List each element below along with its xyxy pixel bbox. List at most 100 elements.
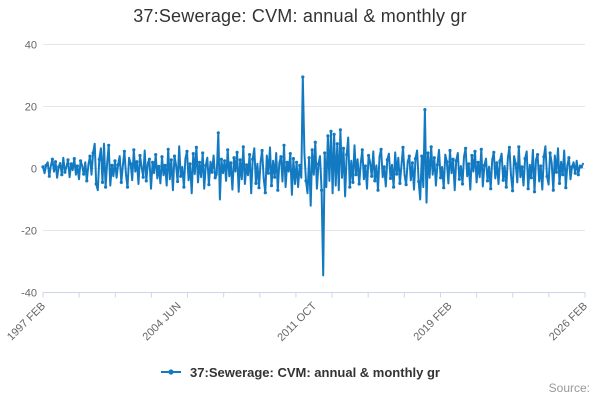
series-point-marker bbox=[100, 180, 105, 184]
series-point-marker bbox=[191, 152, 195, 156]
series-point-marker bbox=[307, 156, 311, 160]
x-axis-label: 2019 FEB bbox=[412, 300, 455, 343]
series-point-marker bbox=[226, 148, 230, 152]
series-point-marker bbox=[94, 182, 98, 186]
series-point-marker bbox=[573, 171, 577, 175]
series-point-marker bbox=[382, 165, 386, 169]
series-point-marker bbox=[169, 158, 173, 162]
series-point-marker bbox=[241, 145, 245, 149]
legend-item[interactable]: 37:Sewerage: CVM: annual & monthly gr bbox=[0, 362, 600, 382]
series-point-marker bbox=[548, 151, 552, 155]
series-point-marker bbox=[501, 178, 505, 182]
series-point-marker bbox=[363, 164, 367, 168]
series-point-marker bbox=[47, 174, 51, 178]
series-point-marker bbox=[295, 160, 299, 164]
chart-title: 37:Sewerage: CVM: annual & monthly gr bbox=[133, 6, 467, 26]
series-point-marker bbox=[510, 189, 515, 193]
series-point-marker bbox=[557, 181, 562, 185]
y-axis-label: 20 bbox=[25, 102, 37, 114]
series-point-marker bbox=[223, 159, 227, 163]
legend-marker-icon bbox=[161, 369, 182, 375]
series-point-marker bbox=[442, 186, 446, 190]
series-point-marker bbox=[257, 186, 261, 190]
series-point-marker bbox=[144, 179, 148, 183]
series-point-marker bbox=[141, 175, 145, 179]
series-point-marker bbox=[166, 147, 170, 151]
series-point-marker bbox=[360, 148, 364, 152]
series-point-marker bbox=[160, 155, 164, 159]
series-point-marker bbox=[567, 156, 571, 160]
series-point-marker bbox=[151, 160, 155, 164]
series-point-marker bbox=[470, 153, 474, 158]
series-point-marker bbox=[392, 185, 396, 189]
series-point-marker bbox=[467, 162, 471, 166]
series-point-marker bbox=[570, 165, 574, 169]
series-point-marker bbox=[301, 75, 305, 79]
series-point-marker bbox=[345, 153, 349, 157]
series-point-marker bbox=[473, 149, 477, 153]
series-point-marker bbox=[564, 186, 568, 190]
series-point-marker bbox=[495, 161, 499, 165]
series-point-marker bbox=[313, 140, 317, 144]
source-credit: Source: bbox=[548, 381, 590, 395]
series-point-marker bbox=[107, 143, 111, 147]
series-point-marker bbox=[310, 148, 314, 152]
series-point-marker bbox=[194, 145, 198, 149]
series-point-marker bbox=[523, 157, 527, 161]
series-point-marker bbox=[72, 157, 76, 161]
series-point-marker bbox=[398, 181, 402, 185]
series-point-marker bbox=[41, 165, 45, 169]
x-axis-label: 2026 FEB bbox=[547, 300, 590, 343]
series-point-marker bbox=[57, 165, 61, 169]
series-point-marker bbox=[529, 176, 533, 180]
series-point-marker bbox=[75, 164, 79, 168]
series-point-marker bbox=[370, 174, 374, 178]
series-point-marker bbox=[420, 154, 424, 158]
series-point-marker bbox=[464, 146, 468, 150]
series-point-marker bbox=[335, 142, 339, 146]
series-point-marker bbox=[235, 150, 239, 154]
series-point-marker bbox=[276, 188, 280, 192]
series-point-marker bbox=[232, 156, 236, 160]
series-point-marker bbox=[417, 179, 421, 184]
series-point-marker bbox=[85, 179, 89, 183]
series-point-marker bbox=[279, 155, 283, 159]
series-point-marker bbox=[354, 173, 358, 177]
series-point-marker bbox=[536, 153, 540, 157]
series-point-marker bbox=[329, 129, 333, 133]
series-point-marker bbox=[254, 181, 258, 185]
series-point-marker bbox=[163, 163, 167, 167]
series-point-marker bbox=[304, 179, 308, 183]
series-point-marker bbox=[479, 147, 483, 151]
series-point-marker bbox=[266, 171, 270, 175]
series-point-marker bbox=[404, 183, 408, 187]
series-point-marker bbox=[376, 188, 380, 192]
series-point-marker bbox=[157, 164, 161, 168]
series-point-marker bbox=[201, 151, 205, 155]
series-point-marker bbox=[60, 173, 64, 177]
series-point-marker bbox=[53, 160, 58, 164]
series-point-marker bbox=[132, 148, 136, 152]
series-point-marker bbox=[401, 145, 405, 149]
series-point-marker bbox=[116, 163, 120, 167]
series-point-marker bbox=[385, 158, 389, 162]
series-point-marker bbox=[138, 153, 142, 158]
series-point-marker bbox=[104, 185, 108, 189]
series-point-marker bbox=[526, 187, 530, 191]
series-point-marker bbox=[320, 188, 324, 192]
series-line[interactable] bbox=[42, 76, 584, 277]
series-point-marker bbox=[489, 187, 493, 191]
series-point-marker bbox=[154, 153, 158, 157]
series-point-marker bbox=[423, 108, 427, 112]
series-point-marker bbox=[579, 165, 584, 169]
series-point-marker bbox=[125, 185, 130, 189]
series-point-marker bbox=[282, 143, 286, 147]
series-point-marker bbox=[179, 174, 183, 178]
series-point-marker bbox=[551, 188, 555, 192]
series-point-marker bbox=[532, 190, 537, 194]
series-point-marker bbox=[545, 174, 549, 178]
series-point-marker bbox=[69, 162, 73, 166]
x-axis-label: 2004 JUN bbox=[141, 300, 184, 343]
series-point-marker bbox=[298, 163, 302, 167]
